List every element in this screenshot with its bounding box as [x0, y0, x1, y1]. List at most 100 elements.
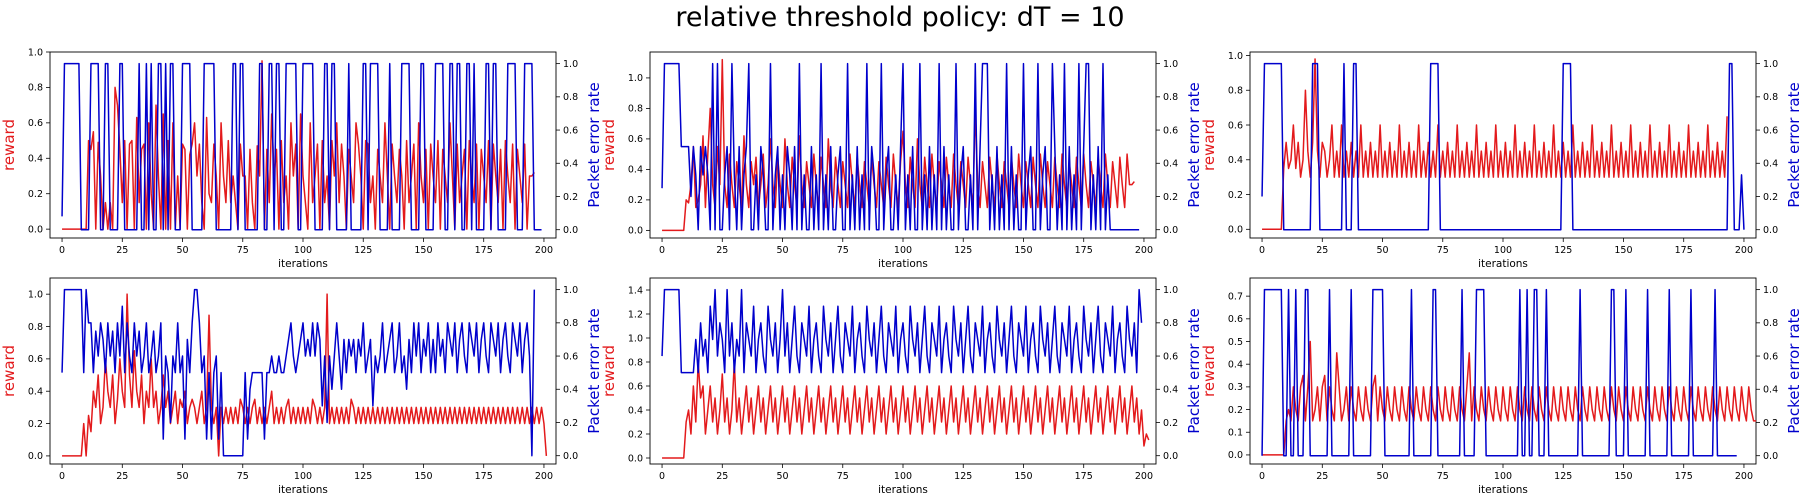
- packet-error-rate-line: [661, 288, 1143, 374]
- x-tick-label: 25: [1316, 471, 1328, 482]
- y-tick-label: 0.0: [1228, 450, 1243, 461]
- x-tick-label: 175: [475, 471, 493, 482]
- x-tick-label: 0: [1259, 471, 1265, 482]
- y-tick-label: 0.0: [28, 451, 43, 462]
- packet-error-rate-line: [661, 62, 1140, 231]
- y2-tick-label: 0.0: [1763, 225, 1778, 236]
- y2-axis-label: Packet error rate: [585, 308, 603, 433]
- y-tick-label: 0.4: [1228, 155, 1243, 166]
- y2-tick-label: 1.0: [1163, 59, 1178, 70]
- x-tick-label: 100: [894, 471, 912, 482]
- y-tick-label: 0.2: [1228, 405, 1243, 416]
- y2-tick-label: 0.6: [1163, 351, 1178, 362]
- y2-tick-label: 0.0: [1163, 225, 1178, 236]
- y2-tick-label: 0.0: [1763, 451, 1778, 462]
- subplot-3: 0 25 50 75 100 125 150 175 200 0.0 0.2 0.4 0.6 0.8 1.0…: [1200, 51, 1800, 270]
- y-tick-label: 1.0: [1228, 51, 1243, 62]
- subplot-2: 0 25 50 75 100 125 150 175 200 0.0 0.2 0.4 0.6 0.8 1.0…: [600, 51, 1203, 270]
- x-tick-label: 175: [1075, 245, 1093, 256]
- y-tick-label: 0.4: [1228, 359, 1243, 370]
- y2-tick-label: 0.4: [1163, 159, 1178, 170]
- x-tick-label: 175: [1075, 471, 1093, 482]
- x-tick-label: 25: [716, 471, 728, 482]
- y-tick-label: 1.0: [28, 47, 43, 58]
- x-tick-label: 200: [1735, 471, 1753, 482]
- x-tick-label: 0: [1259, 245, 1265, 256]
- y2-tick-label: 0.6: [1763, 125, 1778, 136]
- y-tick-label: 0.0: [628, 226, 643, 237]
- y-tick-label: 0.3: [1228, 382, 1243, 393]
- y2-tick-label: 0.6: [563, 125, 578, 136]
- x-tick-label: 100: [294, 245, 312, 256]
- packet-error-rate-line: [61, 288, 536, 457]
- y-tick-label: 0.6: [628, 134, 643, 145]
- y2-tick-label: 0.4: [563, 159, 578, 170]
- figure-title: relative threshold policy: dT = 10: [675, 2, 1125, 33]
- y-tick-label: 0.4: [628, 405, 643, 416]
- x-tick-label: 150: [1014, 471, 1032, 482]
- y-tick-label: 0.4: [628, 165, 643, 176]
- y-tick-label: 0.0: [28, 224, 43, 235]
- axes-frame: [1249, 277, 1757, 465]
- x-axis-label: iterations: [1478, 258, 1528, 270]
- y2-tick-label: 0.0: [1163, 451, 1178, 462]
- y2-tick-label: 0.2: [1163, 192, 1178, 203]
- y-tick-label: 0.5: [1228, 337, 1243, 348]
- subplot-4: 0 25 50 75 100 125 150 175 200 0.0 0.2 0.4 0.6 0.8 1.0…: [0, 277, 603, 496]
- x-tick-label: 75: [837, 471, 849, 482]
- x-tick-label: 175: [475, 245, 493, 256]
- y-tick-label: 1.0: [628, 73, 643, 84]
- y2-tick-label: 0.6: [1763, 351, 1778, 362]
- x-tick-label: 125: [354, 471, 372, 482]
- y2-tick-label: 0.0: [563, 225, 578, 236]
- y-tick-label: 0.6: [28, 354, 43, 365]
- y-tick-label: 0.7: [1228, 291, 1243, 302]
- y-tick-label: 0.1: [1228, 428, 1243, 439]
- x-axis-label: iterations: [278, 484, 328, 496]
- x-tick-label: 75: [237, 471, 249, 482]
- y2-tick-label: 0.2: [563, 192, 578, 203]
- x-tick-label: 100: [1494, 471, 1512, 482]
- y-axis-label: reward: [0, 119, 18, 171]
- y-tick-label: 0.2: [628, 195, 643, 206]
- x-tick-label: 75: [1437, 471, 1449, 482]
- y-tick-label: 0.2: [1228, 190, 1243, 201]
- axes-frame: [1249, 51, 1757, 239]
- y2-tick-label: 1.0: [1763, 285, 1778, 296]
- reward-line: [1262, 340, 1756, 456]
- x-tick-label: 175: [1675, 245, 1693, 256]
- reward-line: [62, 293, 548, 457]
- y-axis-label: reward: [600, 345, 618, 397]
- y2-tick-label: 1.0: [1163, 285, 1178, 296]
- x-tick-label: 0: [59, 471, 65, 482]
- y2-tick-label: 0.2: [1763, 418, 1778, 429]
- y2-tick-label: 0.4: [563, 385, 578, 396]
- x-tick-label: 0: [59, 245, 65, 256]
- x-tick-label: 150: [1614, 471, 1632, 482]
- y-axis-label: reward: [1200, 119, 1218, 171]
- packet-error-rate-line: [1261, 62, 1745, 231]
- x-tick-label: 125: [354, 245, 372, 256]
- x-axis-label: iterations: [878, 258, 928, 270]
- y2-tick-label: 0.4: [1763, 159, 1778, 170]
- y2-tick-label: 0.2: [1763, 192, 1778, 203]
- x-tick-label: 25: [116, 245, 128, 256]
- y-tick-label: 1.4: [628, 285, 643, 296]
- y-tick-label: 0.8: [28, 322, 43, 333]
- y-tick-label: 0.8: [628, 104, 643, 115]
- y-tick-label: 0.2: [28, 419, 43, 430]
- x-tick-label: 125: [1554, 471, 1572, 482]
- y2-tick-label: 1.0: [1763, 59, 1778, 70]
- y2-tick-label: 0.0: [563, 451, 578, 462]
- y-tick-label: 1.0: [628, 333, 643, 344]
- x-tick-label: 25: [116, 471, 128, 482]
- y-tick-label: 0.2: [28, 189, 43, 200]
- x-tick-label: 25: [716, 245, 728, 256]
- x-tick-label: 50: [776, 245, 788, 256]
- y2-tick-label: 0.8: [1163, 318, 1178, 329]
- subplot-5: 0 25 50 75 100 125 150 175 200 0.0 0.2 0.4 0.6 0.8 1.0…: [600, 277, 1203, 496]
- y2-tick-label: 0.4: [1763, 385, 1778, 396]
- x-tick-label: 0: [659, 245, 665, 256]
- y2-tick-label: 0.8: [563, 318, 578, 329]
- subplot-1: 0 25 50 75 100 125 150 175 200 0.0 0.2 0.4 0.6 0.8 1.0…: [0, 47, 603, 270]
